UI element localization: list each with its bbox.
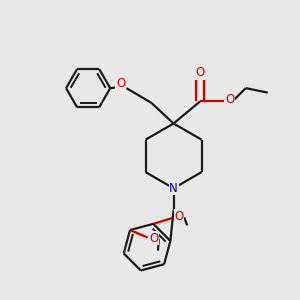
Text: O: O <box>174 210 184 223</box>
Text: O: O <box>225 93 234 106</box>
Text: O: O <box>195 66 205 80</box>
Text: N: N <box>169 182 178 195</box>
Text: O: O <box>116 77 125 90</box>
Text: O: O <box>149 232 159 244</box>
